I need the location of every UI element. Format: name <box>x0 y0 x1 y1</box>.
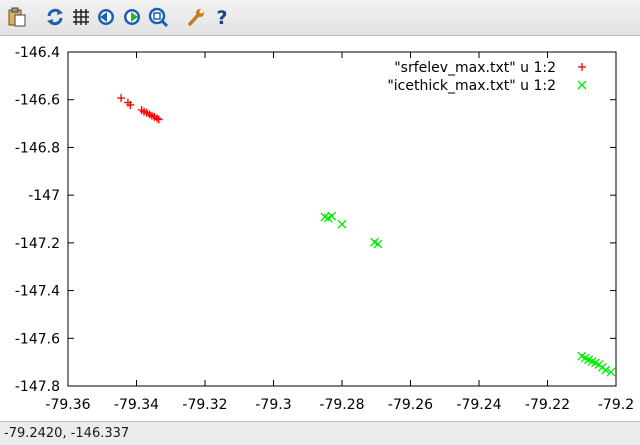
x-tick-label: -79.2 <box>598 397 634 413</box>
svg-text:?: ? <box>216 7 227 27</box>
y-tick-label: -146.4 <box>15 45 60 61</box>
toolbar: ? <box>0 0 640 36</box>
y-tick-label: -147 <box>28 188 60 204</box>
data-point-series-2 <box>373 239 383 249</box>
legend-label: "srfelev_max.txt" u 1:2 <box>394 60 556 76</box>
x-tick-label: -79.26 <box>388 397 433 413</box>
plot-frame <box>67 51 617 387</box>
x-tick-label: -79.36 <box>45 397 90 413</box>
previous-zoom-icon[interactable] <box>95 6 117 28</box>
data-point-series-1 <box>126 100 135 109</box>
x-tick-label: -79.32 <box>182 397 227 413</box>
y-tick-label: -147.4 <box>15 284 60 300</box>
next-zoom-icon[interactable] <box>121 6 143 28</box>
settings-icon[interactable] <box>185 6 207 28</box>
data-point-series-1 <box>153 114 162 123</box>
legend-label: "icethick_max.txt" u 1:2 <box>387 78 556 94</box>
y-tick-label: -146.6 <box>15 93 60 109</box>
x-tick-label: -79.24 <box>456 397 501 413</box>
legend-marker <box>578 63 586 71</box>
plot-area[interactable]: -79.36 -79.34 -79.32 -79.3 -79.28 -79.26 -79.2… <box>0 36 640 420</box>
data-point-series-2 <box>327 211 337 221</box>
replot-icon[interactable] <box>44 6 66 28</box>
copy-clipboard-icon[interactable] <box>6 6 28 28</box>
help-icon[interactable]: ? <box>211 6 233 28</box>
scatter-chart: -79.36 -79.34 -79.32 -79.3 -79.28 -79.26 -79.2… <box>15 45 634 413</box>
y-tick-label: -147.2 <box>15 236 60 252</box>
y-tick-label: -147.6 <box>15 331 60 347</box>
data-point-series-2 <box>337 219 347 229</box>
status-bar: -79.2420, -146.337 <box>0 421 640 445</box>
data-point-series-2 <box>601 365 611 375</box>
legend-marker <box>577 80 587 90</box>
grid-icon[interactable] <box>70 6 92 28</box>
autoscale-icon[interactable] <box>147 6 169 28</box>
x-tick-label: -79.28 <box>319 397 364 413</box>
x-tick-label: -79.3 <box>255 397 291 413</box>
data-point-series-1 <box>154 115 163 124</box>
x-tick-label: -79.34 <box>114 397 159 413</box>
x-tick-label: -79.22 <box>525 397 570 413</box>
y-tick-label: -146.8 <box>15 140 60 156</box>
data-point-series-1 <box>117 94 126 103</box>
y-tick-label: -147.8 <box>15 379 60 395</box>
cursor-coordinates: -79.2420, -146.337 <box>4 426 130 441</box>
data-point-series-2 <box>606 367 616 377</box>
